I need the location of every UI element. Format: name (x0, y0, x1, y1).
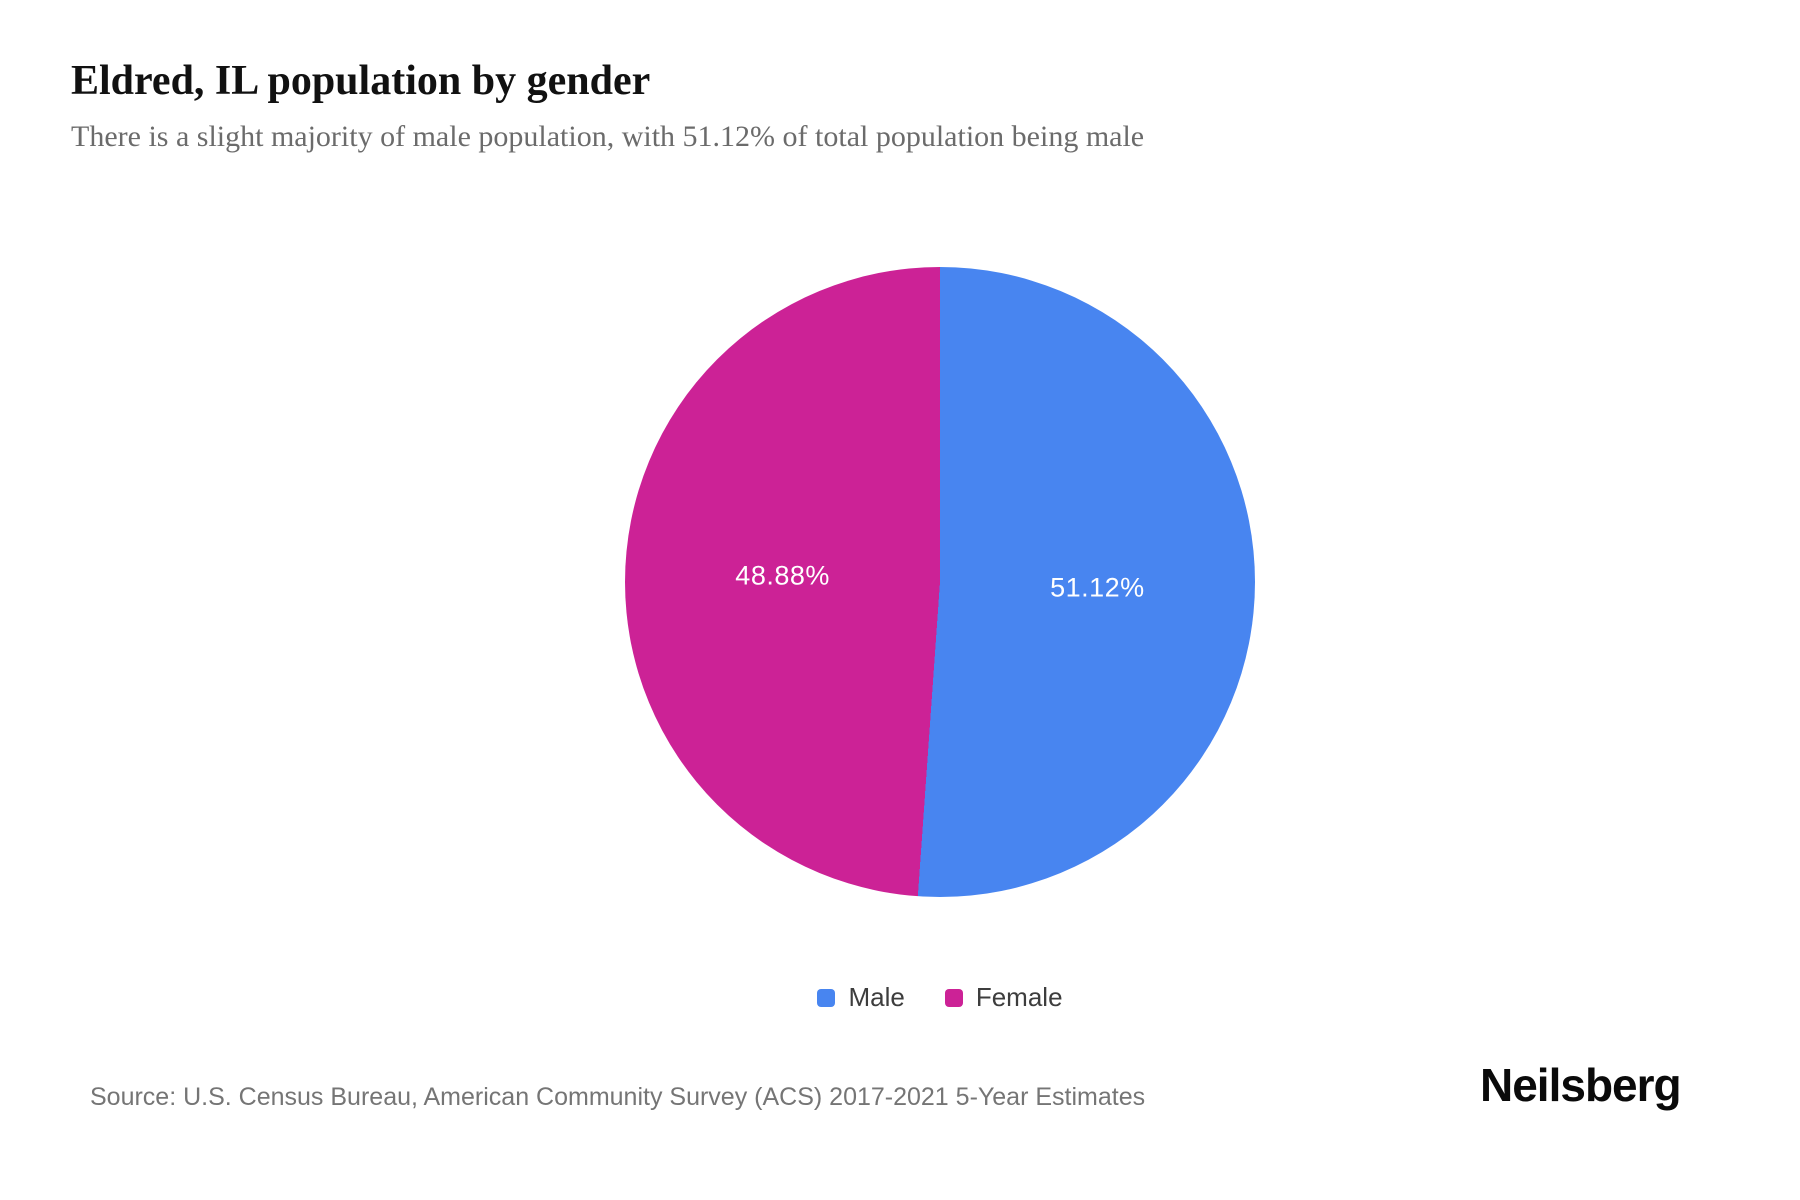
legend-swatch-female (944, 988, 963, 1007)
pie[interactable] (625, 267, 1255, 897)
legend-item-female[interactable]: Female (944, 982, 1063, 1013)
source-attribution: Source: U.S. Census Bureau, American Com… (90, 1083, 1146, 1111)
slice-label: 51.12% (1050, 572, 1145, 603)
legend-label-female: Female (975, 982, 1063, 1012)
legend-item-male[interactable]: Male (817, 982, 905, 1013)
legend-swatch-male (817, 988, 836, 1007)
legend-label-male: Male (848, 982, 905, 1012)
page-title: Eldred, IL population by gender (71, 58, 651, 104)
legend: Male Female (625, 982, 1255, 1013)
page-subtitle: There is a slight majority of male popul… (71, 120, 1145, 153)
pie-chart: 51.12% 48.88% (625, 267, 1255, 897)
slice-label: 48.88% (735, 560, 830, 591)
neilsberg-logo: Neilsberg (1480, 1059, 1682, 1111)
